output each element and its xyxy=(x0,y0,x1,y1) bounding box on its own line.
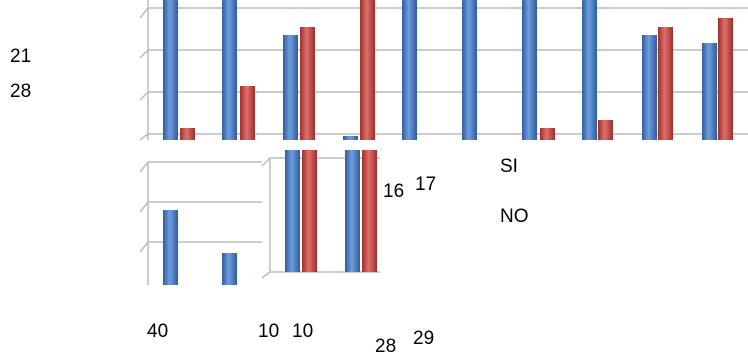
legend-entry: NO xyxy=(500,206,529,227)
chart-fragment-top xyxy=(139,0,748,141)
legend-entry: SI xyxy=(500,156,518,177)
chart-fragment-left xyxy=(139,161,262,285)
label: 16 xyxy=(383,181,404,202)
label: 17 xyxy=(415,174,436,195)
label: 10 xyxy=(258,321,279,342)
label: 10 xyxy=(292,321,313,342)
label: 29 xyxy=(413,328,434,349)
chart-fragment-middle xyxy=(261,150,380,279)
label: 28 xyxy=(375,336,396,357)
label: 28 xyxy=(10,81,31,102)
label: 21 xyxy=(10,46,31,67)
label: 40 xyxy=(147,321,168,342)
